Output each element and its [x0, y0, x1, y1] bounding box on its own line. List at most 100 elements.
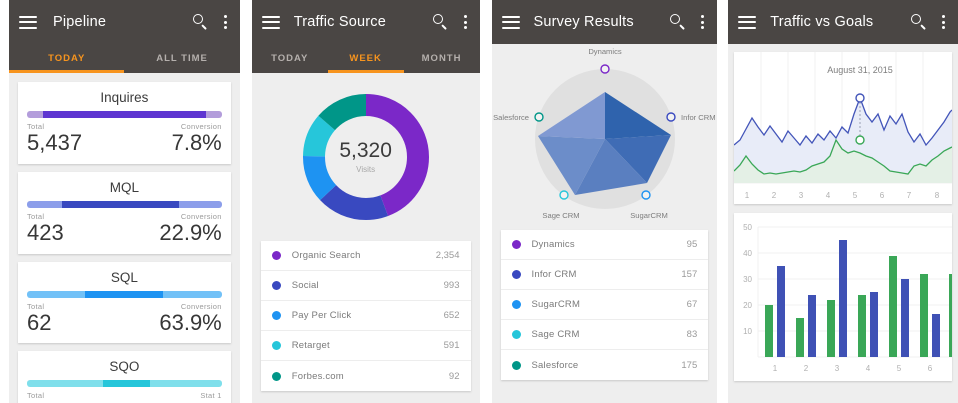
metric-title: SQL — [110, 269, 138, 285]
list-item[interactable]: Sage CRM 83 — [500, 320, 709, 350]
bar-chart-svg: 50 40 30 20 10 — [734, 213, 953, 381]
bar-traffic-1[interactable] — [777, 266, 786, 357]
page-title: Survey Results — [533, 14, 634, 30]
list-item[interactable]: Organic Search 2,354 — [260, 241, 471, 271]
search-icon[interactable] — [911, 14, 927, 30]
radar-point-sugarcrm[interactable] — [640, 190, 651, 200]
donut-segment-social[interactable] — [302, 94, 429, 220]
area-chart-card[interactable]: August 31, 2015 1 2 3 4 5 6 7 8 — [734, 52, 953, 204]
overflow-menu-icon[interactable] — [223, 14, 228, 30]
list-item[interactable]: Infor CRM 157 — [500, 260, 709, 290]
metric-left-label: Total — [27, 301, 45, 311]
legend-value: 175 — [681, 359, 698, 371]
search-icon[interactable] — [670, 14, 686, 30]
list-item[interactable]: Social 993 — [260, 271, 471, 301]
radar-chart: Dynamics Infor CRM SugarCRM Sage CRM Sal… — [492, 44, 718, 230]
x-tick: 2 — [772, 191, 777, 200]
donut-segment-pay-per-click[interactable] — [302, 94, 429, 220]
overflow-menu-icon[interactable] — [701, 14, 705, 30]
metric-right-label: Stat 1 — [200, 391, 222, 401]
bar-goals-1[interactable] — [765, 305, 774, 357]
metric-card-mql[interactable]: MQL Total 423 Conversion 22.9% — [18, 171, 231, 254]
bar-goals-6[interactable] — [920, 274, 929, 357]
page-title: Pipeline — [53, 14, 107, 30]
tab-all-time[interactable]: ALL TIME — [156, 53, 208, 64]
legend-label: SugarCRM — [531, 299, 581, 310]
radar-point-sage-crm[interactable] — [558, 190, 569, 200]
legend-value: 67 — [686, 299, 698, 310]
legend-color-dot — [271, 341, 281, 350]
list-item[interactable]: Salesforce 175 — [501, 350, 709, 380]
hamburger-icon[interactable] — [19, 15, 37, 29]
progress-bar — [27, 380, 222, 388]
radar-point-infor-crm[interactable] — [665, 112, 676, 122]
bar-goals-3[interactable] — [827, 300, 836, 357]
panel-traffic-source: Traffic Source TODAY WEEK MONTH — [251, 0, 480, 403]
radar-point-dynamics[interactable] — [599, 64, 610, 74]
metric-title: MQL — [109, 179, 139, 195]
search-icon[interactable] — [432, 14, 449, 30]
hamburger-icon[interactable] — [261, 15, 280, 29]
radar-label-infor-crm: Infor CRM — [681, 113, 716, 122]
hamburger-icon[interactable] — [501, 15, 520, 29]
bar-traffic-5[interactable] — [901, 279, 910, 357]
bar-traffic-4[interactable] — [870, 292, 879, 357]
metric-card-inquires[interactable]: Inquires Total 5,437 Conversion 7.8% — [18, 82, 231, 164]
overflow-menu-icon[interactable] — [942, 14, 946, 30]
overflow-menu-icon[interactable] — [463, 14, 468, 30]
progress-bar-fill — [102, 380, 150, 388]
tab-month[interactable]: MONTH — [421, 53, 462, 64]
legend-value: 157 — [681, 269, 698, 280]
bar-goals-4[interactable] — [858, 295, 867, 357]
list-item[interactable]: Dynamics 95 — [500, 230, 709, 260]
metric-left-value: 13 — [27, 400, 51, 403]
radar-facet-infor-sugar — [604, 135, 671, 183]
bar-traffic-6[interactable] — [932, 314, 941, 357]
radar-point-salesforce[interactable] — [533, 112, 544, 122]
bar-goals-2[interactable] — [796, 318, 805, 357]
legend-color-dot — [271, 251, 281, 260]
list-item[interactable]: Pay Per Click 652 — [260, 301, 471, 331]
legend-label: Dynamics — [531, 239, 575, 250]
x-tick: 1 — [773, 364, 778, 373]
progress-bar — [27, 290, 222, 298]
bar-goals-5[interactable] — [889, 256, 898, 357]
bar-goals-7[interactable] — [949, 274, 953, 357]
y-tick: 40 — [743, 249, 752, 258]
tab-indicator — [9, 70, 125, 73]
tab-today[interactable]: TODAY — [48, 53, 86, 64]
metric-card-sql[interactable]: SQL Total 62 Conversion 63.9% — [18, 261, 231, 344]
x-tick: 3 — [799, 191, 804, 200]
annotation-point-traffic[interactable] — [855, 93, 865, 103]
legend-color-dot — [271, 281, 281, 290]
progress-bar-fill — [62, 200, 179, 208]
radar-label-sugarcrm: SugarCRM — [630, 211, 668, 220]
x-tick: 4 — [866, 364, 871, 373]
list-item[interactable]: Retarget 591 — [260, 331, 471, 361]
metric-card-sqo[interactable]: SQO Total 13 Stat 1 21% — [18, 351, 231, 403]
legend-value: 652 — [443, 310, 460, 321]
list-item[interactable]: Forbes.com 92 — [261, 361, 471, 391]
donut-segment-forbes[interactable] — [302, 94, 429, 220]
tab-today[interactable]: TODAY — [271, 53, 309, 64]
bar-chart-card[interactable]: 50 40 30 20 10 — [734, 213, 953, 381]
radar-facet-sage-salesforce — [537, 136, 605, 195]
search-icon[interactable] — [192, 14, 209, 30]
y-tick: 20 — [743, 301, 752, 310]
bar-traffic-2[interactable] — [808, 295, 817, 357]
bar-traffic-3[interactable] — [839, 240, 848, 357]
list-item[interactable]: SugarCRM 67 — [500, 290, 709, 320]
annotation-point-goals[interactable] — [855, 135, 865, 145]
legend-label: Sage CRM — [531, 329, 580, 340]
legend-color-dot — [511, 300, 521, 309]
appbar-survey-results: Survey Results — [491, 0, 718, 44]
x-tick: 3 — [835, 364, 840, 373]
metric-title: SQO — [109, 359, 140, 375]
x-tick: 4 — [826, 191, 831, 200]
metric-left-value: 423 — [27, 219, 64, 245]
metric-left-value: 5,437 — [27, 130, 83, 155]
appbar-pipeline: Pipeline — [9, 0, 240, 44]
tab-week[interactable]: WEEK — [349, 53, 382, 64]
hamburger-icon[interactable] — [738, 15, 757, 29]
